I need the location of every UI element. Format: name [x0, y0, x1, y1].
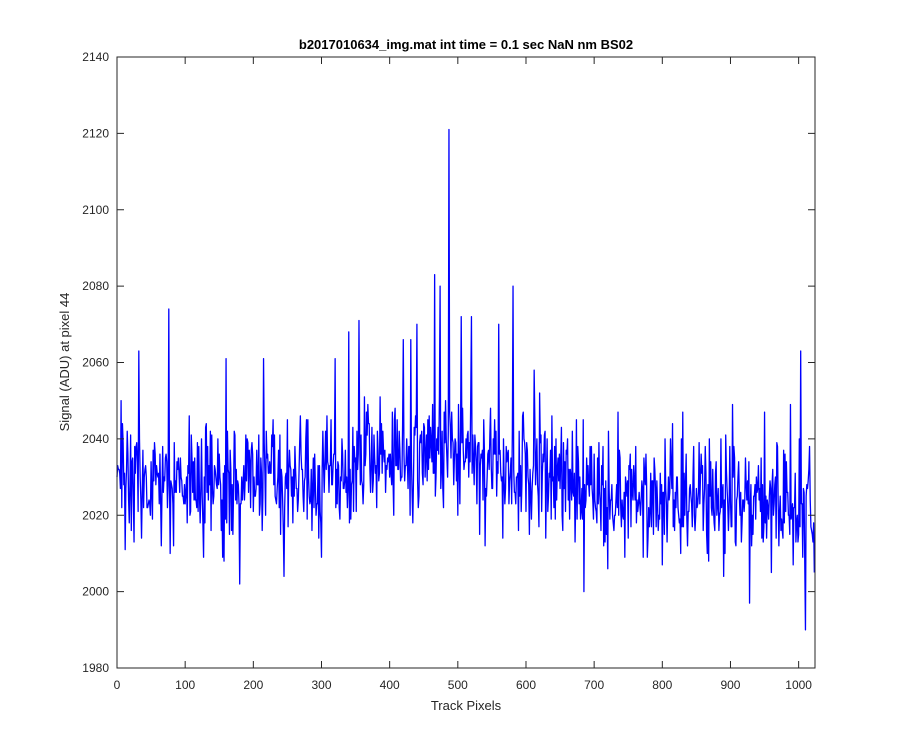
y-tick-label: 2020: [82, 508, 109, 522]
x-tick-label: 600: [516, 678, 536, 692]
x-tick-label: 500: [448, 678, 468, 692]
y-tick-label: 2080: [82, 279, 109, 293]
x-axis-label: Track Pixels: [431, 698, 502, 713]
x-tick-label: 200: [243, 678, 263, 692]
x-tick-label: 400: [380, 678, 400, 692]
y-tick-label: 2100: [82, 203, 109, 217]
y-axis-label: Signal (ADU) at pixel 44: [57, 293, 72, 432]
x-tick-label: 900: [720, 678, 740, 692]
x-tick-label: 800: [652, 678, 672, 692]
chart-title: b2017010634_img.mat int time = 0.1 sec N…: [299, 37, 633, 52]
y-tick-label: 2060: [82, 356, 109, 370]
plot-area: [117, 57, 815, 668]
y-tick-label: 2000: [82, 585, 109, 599]
x-tick-label: 1000: [785, 678, 812, 692]
x-tick-label: 300: [311, 678, 331, 692]
y-tick-label: 2140: [82, 50, 109, 64]
x-tick-label: 700: [584, 678, 604, 692]
x-tick-label: 0: [114, 678, 121, 692]
y-tick-label: 1980: [82, 661, 109, 675]
plot-content: [116, 128, 815, 631]
y-tick-label: 2120: [82, 126, 109, 140]
axes: 0 100 200 300 400 500 600 700 800 900 1000 1980 2000…: [82, 50, 816, 692]
series-line-1: [116, 128, 815, 631]
x-tick-label: 100: [175, 678, 195, 692]
y-tick-label: 2040: [82, 432, 109, 446]
